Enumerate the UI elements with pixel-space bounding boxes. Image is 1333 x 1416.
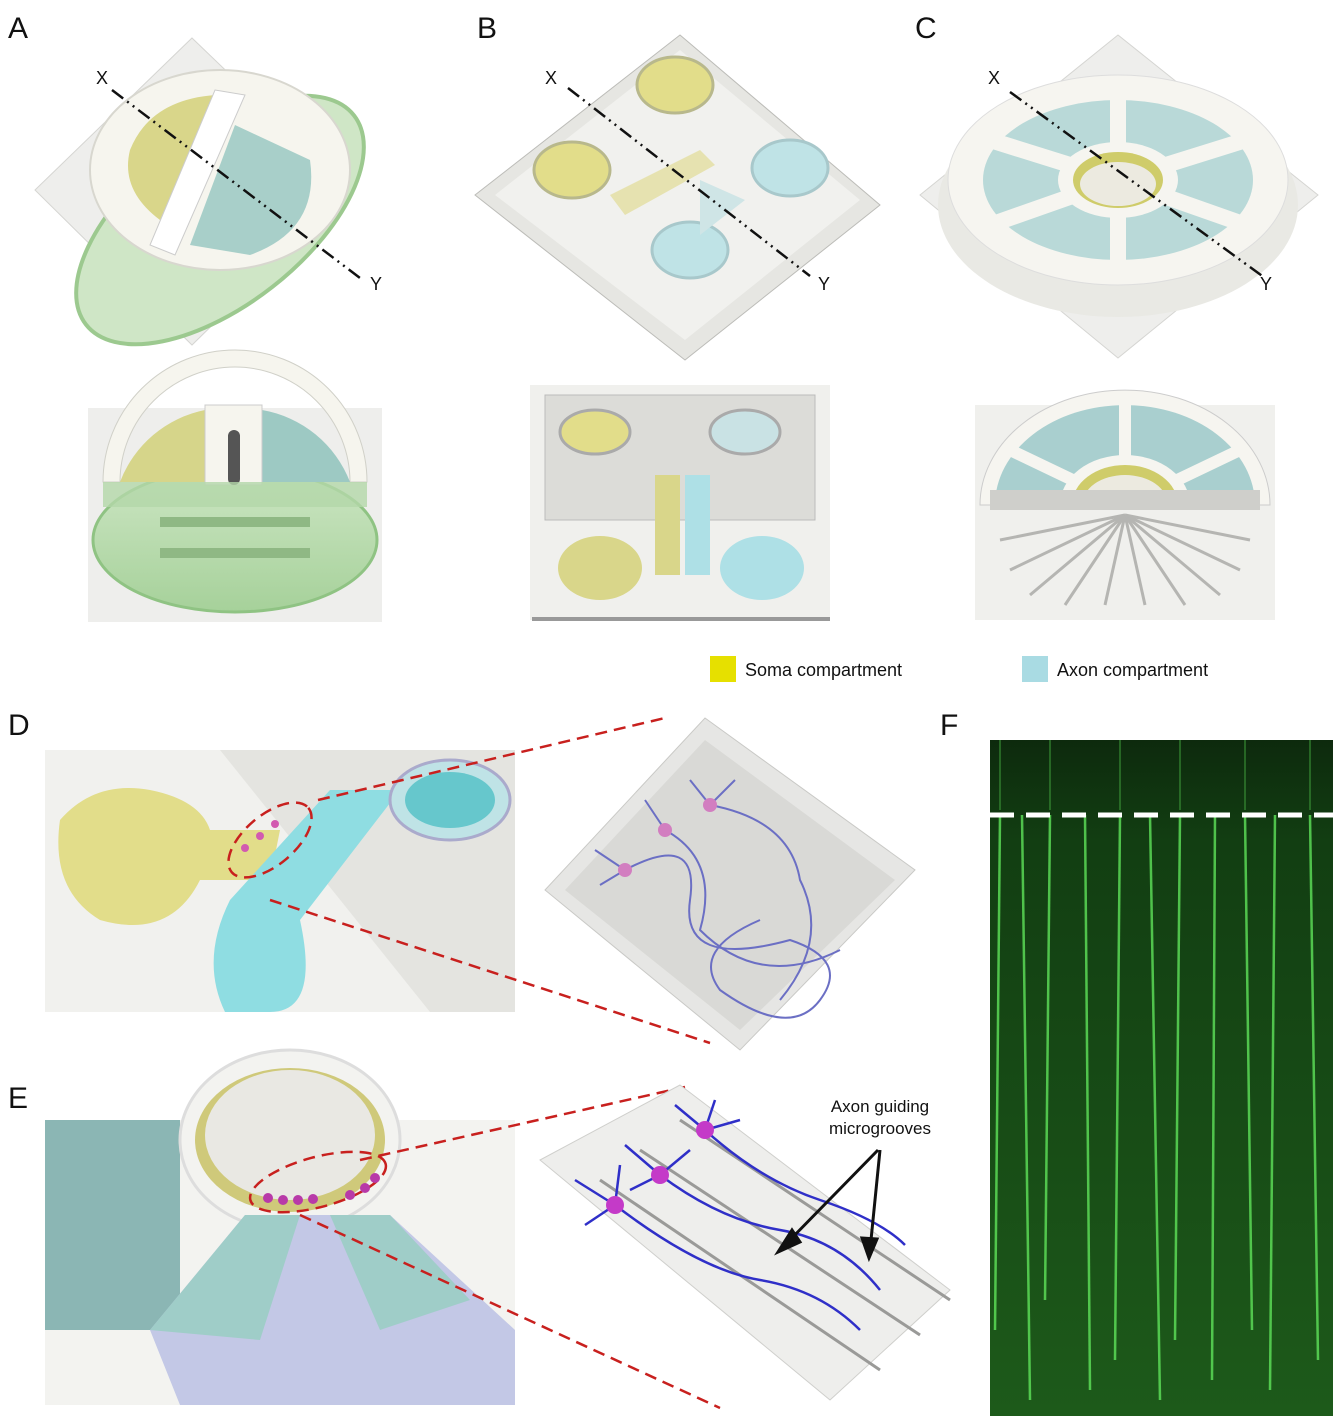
- cut-line: [1009, 90, 1266, 280]
- annotation: microgrooves: [829, 1119, 931, 1138]
- panel-label: B: [477, 12, 497, 45]
- panel-b-top: [474, 34, 881, 361]
- panel-e-left: [45, 1048, 515, 1405]
- panel-label: A: [8, 12, 28, 45]
- panel-d-left: [45, 750, 515, 1012]
- legend-label: Soma compartment: [745, 660, 902, 680]
- cut-label: Y: [1260, 274, 1272, 294]
- cut-label: Y: [818, 274, 830, 294]
- legend-swatch: [1022, 656, 1048, 682]
- zoom-line: [317, 716, 666, 802]
- panel-label: C: [915, 12, 937, 45]
- panel-a-top: [34, 37, 366, 347]
- legend-swatch: [710, 656, 736, 682]
- cut-label: X: [545, 68, 557, 88]
- panel-e-right: [539, 1084, 951, 1401]
- panel-a-section: [88, 349, 382, 622]
- zoom-line: [359, 1085, 686, 1162]
- panel-c-top: [919, 34, 1319, 359]
- zoom-line: [299, 1213, 721, 1410]
- panel-c-section: [975, 389, 1275, 620]
- panel-label: E: [8, 1082, 28, 1115]
- cut-label: X: [96, 68, 108, 88]
- annotation: Axon guiding: [831, 1097, 929, 1116]
- panel-label: F: [940, 709, 958, 742]
- zoom-line: [269, 898, 711, 1045]
- legend-label: Axon compartment: [1057, 660, 1208, 680]
- cut-label: Y: [370, 274, 382, 294]
- panel-d-right: [544, 717, 916, 1051]
- cut-label: X: [988, 68, 1000, 88]
- panel-label: D: [8, 709, 30, 742]
- panel-b-section: [530, 385, 830, 621]
- panel-f-image: [990, 740, 1333, 1416]
